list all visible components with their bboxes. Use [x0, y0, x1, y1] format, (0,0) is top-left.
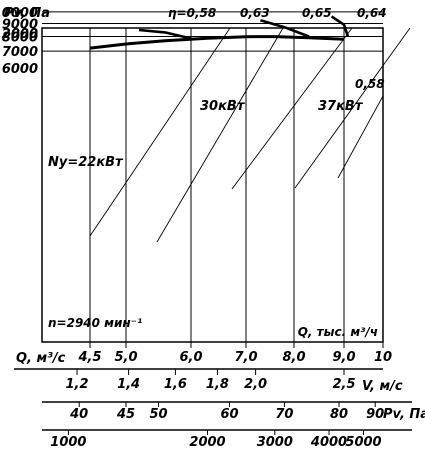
pv-tick-label: 40 — [69, 407, 88, 422]
power-curve — [260, 18, 310, 38]
efficiency-label: η=0,58 — [168, 6, 216, 20]
x-tick-label: 8,0 — [282, 350, 305, 365]
bottom-scale-tick-label: 2000 — [189, 435, 225, 450]
efficiency-line — [294, 27, 411, 189]
y-tick-label: 10000 — [0, 6, 38, 21]
q-m3s-axis-label: Q, м³/с — [16, 351, 66, 366]
bottom-scale-tick-label: 5000 — [345, 435, 381, 450]
pv-tick-label: 45 — [116, 407, 135, 422]
q-m3s-tick-label: 1,6 — [164, 377, 187, 392]
efficiency-label: 0,64 — [357, 6, 387, 20]
power-curve-label: 30кВт — [200, 99, 246, 114]
power-curve-label: Ny=22кВт — [48, 155, 124, 170]
y-tick-label: 6000 — [2, 62, 38, 77]
bottom-scale-tick-label: 4000 — [310, 435, 347, 450]
plot-frame — [41, 27, 384, 343]
y-tick-label: 7000 — [2, 45, 38, 60]
q-m3s-tick-label: 1,8 — [206, 377, 229, 392]
x-tick-label: 10 — [374, 350, 392, 365]
pv-tick-label: 90 — [366, 407, 384, 422]
v-axis-label: V, м/с — [362, 379, 403, 394]
bottom-scale-tick-label: 3000 — [257, 435, 293, 450]
q-m3s-tick-label: 1,2 — [66, 377, 89, 392]
x-tick-label: 5,0 — [114, 350, 137, 365]
pv-tick-label: 60 — [220, 407, 238, 422]
rpm-annotation: n=2940 мин⁻¹ — [48, 316, 142, 330]
x-tick-label: 7,0 — [234, 350, 257, 365]
q-m3s-tick-label: 2,5 — [332, 377, 355, 392]
pv-tick-label: 80 — [330, 407, 348, 422]
efficiency-label: 0,65 — [302, 6, 332, 20]
efficiency-line — [156, 27, 284, 243]
efficiency-line — [231, 27, 353, 190]
y-tick-label: 8000 — [2, 30, 38, 45]
y-axis-label: Pv, Па — [4, 6, 50, 21]
power-curve — [138, 28, 192, 40]
efficiency-label: 0,58 — [355, 77, 385, 91]
power-curve-label: 37кВт — [318, 99, 364, 114]
x-tick-label: 6,0 — [179, 350, 202, 365]
x-tick-label: 9,0 — [332, 350, 355, 365]
y-tick-label: 12000 — [0, 27, 38, 42]
efficiency-line — [337, 95, 384, 179]
q-m3s-tick-label: 1,4 — [117, 377, 140, 392]
power-curve — [330, 15, 350, 37]
q-m3s-tick-label: 2,0 — [244, 377, 267, 392]
efficiency-label: 0,63 — [240, 6, 270, 20]
efficiency-line — [89, 27, 231, 237]
bottom-scale-tick-label: 1000 — [50, 435, 86, 450]
pv-tick-label: 70 — [275, 407, 293, 422]
x-axis-label: Q, тыс. м³/ч — [298, 325, 378, 339]
pv-axis-label: Pv, Па — [383, 407, 425, 422]
pv-tick-label: 50 — [149, 407, 167, 422]
x-tick-label: 4,5 — [77, 350, 101, 365]
y-tick-label: 9000 — [2, 17, 38, 32]
pressure-curve — [89, 35, 345, 50]
